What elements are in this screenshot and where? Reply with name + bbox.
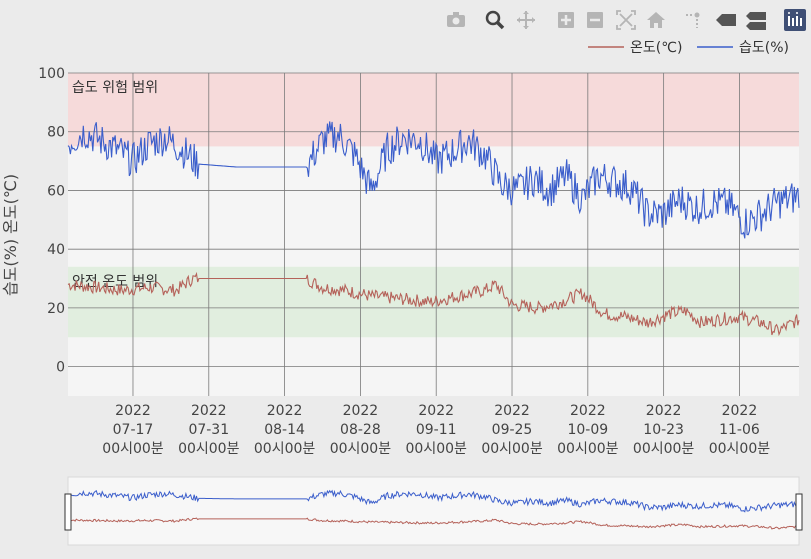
x-tick-label: 07-17: [113, 422, 154, 438]
x-tick-label: 00시00분: [254, 441, 316, 457]
x-tick-label: 2022: [722, 403, 758, 419]
pan-icon[interactable]: [517, 11, 535, 29]
x-tick-label: 10-23: [643, 422, 684, 438]
y-tick-label: 40: [47, 242, 65, 258]
legend-item-0[interactable]: 온도(℃): [588, 40, 682, 56]
x-tick-label: 09-11: [416, 422, 457, 438]
y-axis: 0 20 40 60 80 100: [38, 66, 65, 376]
legend-label: 습도(%): [739, 40, 789, 56]
camera-icon[interactable]: [447, 12, 465, 27]
x-tick-label: 00시00분: [102, 441, 164, 457]
x-tick-label: 00시00분: [633, 441, 695, 457]
band-1: [68, 266, 799, 338]
legend-item-1[interactable]: 습도(%): [697, 40, 789, 56]
x-tick-label: 11-06: [719, 422, 760, 438]
x-tick-label: 2022: [570, 403, 606, 419]
x-tick-label: 2022: [267, 403, 303, 419]
x-tick-label: 00시00분: [406, 441, 468, 457]
spike-lines-icon[interactable]: [686, 12, 700, 29]
modebar: [447, 9, 806, 31]
y-axis-title: 습도(%) 온도(℃): [1, 174, 20, 296]
x-axis: 2022 07-17 00시00분 2022 07-31 00시00분 2022 08-14 0…: [102, 403, 770, 457]
reset-axes-icon[interactable]: [647, 12, 665, 28]
grid-lines: [68, 72, 799, 396]
x-tick-label: 10-09: [567, 422, 608, 438]
x-tick-label: 07-31: [188, 422, 229, 438]
y-tick-label: 0: [56, 360, 65, 376]
x-tick-label: 2022: [494, 403, 530, 419]
x-tick-label: 00시00분: [330, 441, 392, 457]
x-tick-label: 08-14: [264, 422, 305, 438]
x-tick-label: 09-25: [492, 422, 533, 438]
range-slider-right-handle[interactable]: [795, 493, 803, 531]
plotly-logo-icon[interactable]: [784, 9, 806, 31]
x-tick-label: 00시00분: [709, 441, 771, 457]
zoom-in-icon[interactable]: [558, 12, 574, 28]
y-tick-label: 20: [47, 301, 65, 317]
x-tick-label: 2022: [343, 403, 379, 419]
x-tick-label: 00시00분: [481, 441, 543, 457]
x-tick-label: 08-28: [340, 422, 381, 438]
series-lines: [67, 121, 800, 337]
zoom-out-icon[interactable]: [587, 12, 603, 28]
hover-compare-icon[interactable]: [746, 12, 766, 30]
mini-series-line-0: [67, 517, 800, 530]
band-0: [68, 73, 799, 147]
range-slider-preview: [67, 489, 800, 530]
series-line-0: [67, 271, 800, 337]
x-tick-label: 2022: [115, 403, 151, 419]
x-tick-label: 2022: [418, 403, 454, 419]
range-slider[interactable]: [67, 476, 800, 546]
y-tick-label: 80: [47, 125, 65, 141]
y-tick-label: 60: [47, 183, 65, 199]
y-tick-label: 100: [38, 66, 65, 82]
band-label-0: 습도 위험 범위: [72, 80, 158, 96]
x-tick-label: 00시00분: [178, 441, 240, 457]
hover-closest-icon[interactable]: [716, 14, 736, 26]
legend[interactable]: 온도(℃) 습도(%): [588, 40, 789, 56]
autoscale-icon[interactable]: [616, 10, 636, 30]
series-line-1: [67, 121, 800, 239]
x-tick-label: 00시00분: [557, 441, 619, 457]
legend-label: 온도(℃): [630, 40, 682, 56]
zoom-icon[interactable]: [485, 10, 505, 30]
mini-series-line-1: [67, 489, 800, 513]
x-tick-label: 2022: [646, 403, 682, 419]
x-tick-label: 2022: [191, 403, 227, 419]
range-slider-left-handle[interactable]: [64, 493, 72, 531]
